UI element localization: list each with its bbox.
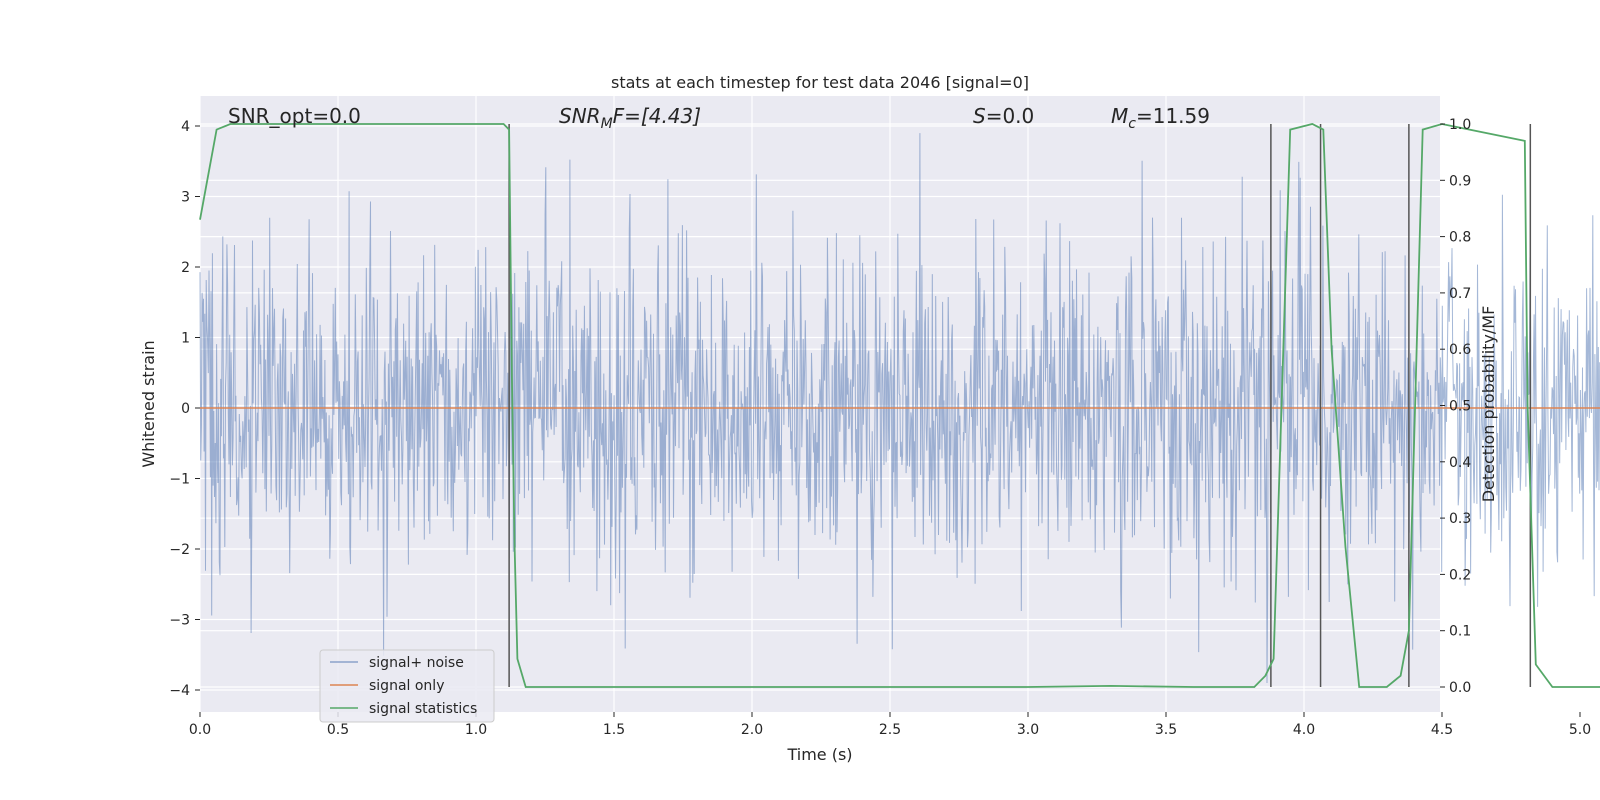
right-y-tick-label: 1.0 <box>1449 117 1471 133</box>
mc-annotation: Mc=11.59 <box>1111 104 1210 132</box>
x-tick-label: 4.5 <box>1431 722 1453 738</box>
x-tick-label: 2.5 <box>879 722 901 738</box>
x-tick-label: 0.0 <box>189 722 211 738</box>
signal-noise-line <box>199 133 1600 684</box>
right-y-tick-label: 0.2 <box>1449 567 1471 583</box>
snr-opt-annotation: SNR_opt=0.0 <box>228 104 361 128</box>
mc-sub: c <box>1128 116 1136 132</box>
snr-mf-rest: F=[4.43] <box>613 104 701 128</box>
x-tick-label: 3.5 <box>1155 722 1177 738</box>
legend-label-signal-statistics: signal statistics <box>369 701 477 717</box>
x-tick-label: 4.0 <box>1293 722 1315 738</box>
right-y-tick-label: 0.6 <box>1449 342 1471 358</box>
mc-rest: =11.59 <box>1136 104 1210 128</box>
right-y-axis-ticks: 1.0 0.9 0.8 0.7 0.6 0.5 0.4 0.3 0.2 0.1 0.0 <box>1440 117 1471 696</box>
left-y-tick-label: −4 <box>169 683 190 699</box>
right-y-tick-label: 0.8 <box>1449 230 1471 246</box>
left-y-tick-label: 1 <box>181 331 190 347</box>
right-y-axis-label: Detection probability/MF <box>1479 306 1498 503</box>
x-tick-label: 1.5 <box>603 722 625 738</box>
left-y-axis-label: Whitened strain <box>139 340 158 467</box>
x-tick-label: 1.0 <box>465 722 487 738</box>
left-y-tick-label: 0 <box>181 401 190 417</box>
legend-box <box>319 649 495 723</box>
x-tick-label: 5.0 <box>1569 722 1591 738</box>
left-y-tick-label: 3 <box>181 190 190 206</box>
left-y-tick-label: −2 <box>169 542 190 558</box>
signal-statistics-line <box>199 123 1600 688</box>
legend-label-signal-only: signal only <box>369 678 444 694</box>
left-y-tick-label: −1 <box>169 472 190 488</box>
right-y-tick-label: 0.4 <box>1449 455 1471 471</box>
s-annotation: S=0.0 <box>973 104 1034 128</box>
signal-statistics-series <box>199 123 1600 688</box>
x-axis-label: Time (s) <box>786 745 852 764</box>
right-y-tick-label: 0.5 <box>1449 399 1471 415</box>
vertical-markers <box>508 124 1532 687</box>
snr-mf-base: SNR <box>559 104 601 128</box>
x-axis-ticks: 0.00.51.01.52.02.53.03.54.04.55.05.56.06… <box>189 712 1591 738</box>
right-y-tick-label: 0.3 <box>1449 511 1471 527</box>
right-y-tick-label: 0.1 <box>1449 624 1471 640</box>
left-y-tick-label: 4 <box>181 119 190 135</box>
mc-var: M <box>1111 104 1128 128</box>
snr-mf-annotation: SNRMF=[4.43] <box>559 104 701 132</box>
x-tick-label: 3.0 <box>1017 722 1039 738</box>
right-y-tick-label: 0.0 <box>1449 680 1471 696</box>
left-y-tick-label: −3 <box>169 613 190 629</box>
x-tick-label: 0.5 <box>327 722 349 738</box>
legend: signal+ noise signal only signal statist… <box>319 649 495 723</box>
legend-label-signal-noise: signal+ noise <box>369 655 464 671</box>
left-y-axis-ticks: 4 3 2 1 0 −1 −2 −3 −4 <box>169 119 200 699</box>
right-y-tick-label: 0.9 <box>1449 173 1471 189</box>
left-y-tick-label: 2 <box>181 260 190 276</box>
s-rest: =0.0 <box>986 104 1035 128</box>
signal-noise-series <box>199 133 1600 684</box>
chart-title: stats at each timestep for test data 204… <box>611 73 1029 92</box>
right-y-tick-label: 0.7 <box>1449 286 1471 302</box>
s-var: S <box>973 104 986 128</box>
snr-mf-sub: M <box>601 116 613 132</box>
x-tick-label: 2.0 <box>741 722 763 738</box>
